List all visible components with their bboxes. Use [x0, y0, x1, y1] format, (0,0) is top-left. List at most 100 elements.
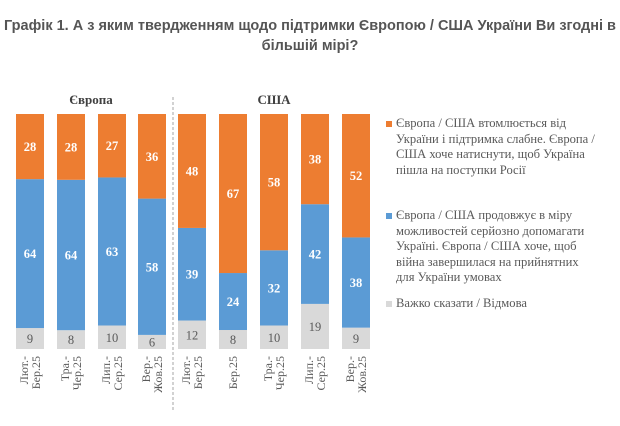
x-tick-label: Лют.-Бер.25	[17, 356, 43, 389]
data-label: 19	[309, 320, 322, 334]
legend-item-support: Європа / США продовжує в міру можливостей…	[386, 208, 618, 286]
chart-title: Графік 1. А з яким твердженням щодо підт…	[0, 16, 620, 56]
data-label: 42	[309, 248, 322, 262]
bar-segment	[98, 177, 126, 326]
legend-label-line: Важко сказати / Відмова	[396, 296, 527, 310]
bar-segment	[16, 179, 44, 329]
data-label: 64	[65, 249, 78, 263]
legend-label-line: війна завершилася на прийнятних	[396, 254, 579, 269]
data-label: 9	[353, 332, 359, 346]
x-tick-label-line: Тра.-	[58, 356, 72, 381]
legend-label-line: пішла на поступки Росії	[396, 162, 526, 177]
legend-label-line: Європа / США втомлюється від	[396, 116, 567, 130]
bar-segment	[342, 237, 370, 328]
bar-segment	[178, 320, 206, 349]
data-label: 39	[186, 268, 199, 282]
x-tick-label: Лют.-Бер.25	[179, 356, 205, 389]
bar-segment	[98, 114, 126, 178]
data-label: 52	[350, 169, 363, 183]
x-tick-label-line: Сер.25	[314, 356, 328, 390]
bar-segment	[260, 250, 288, 326]
x-tick-label-line: Лют.-	[17, 356, 31, 384]
x-tick-label: Лип.-Сер.25	[99, 356, 125, 390]
bar-segment	[57, 179, 85, 331]
x-tick-label-line: Лют.-	[179, 356, 193, 384]
bar-segment	[57, 330, 85, 349]
data-label: 58	[146, 260, 159, 274]
x-tick-label: Тра.-Чер.25	[261, 356, 287, 390]
data-label: 58	[268, 176, 281, 190]
group-label: Європа	[69, 92, 113, 107]
bar-segment	[98, 325, 126, 349]
legend-label-line: Україні. Європа / США хоче, щоб	[396, 239, 577, 253]
chart-title-line: більшій мірі?	[261, 38, 359, 54]
bar-segment	[219, 273, 247, 331]
data-label: 6	[149, 335, 155, 349]
data-label: 32	[268, 281, 281, 295]
legend-label-line: можливостей серйозно допомагати	[396, 223, 585, 238]
legend-label: Європа / США втомлюється від України і пі…	[396, 116, 618, 178]
legend-label: Європа / США продовжує в міру можливостей…	[396, 208, 618, 286]
data-label: 67	[227, 187, 240, 201]
bar-segment	[138, 198, 166, 335]
x-tick-label-line: Чер.25	[70, 356, 84, 390]
x-tick-label: Вер.-Жов.25	[343, 356, 369, 393]
x-tick-label-line: Вер.-	[139, 356, 153, 382]
bar-segment	[219, 114, 247, 274]
x-tick-label-line: Вер.-	[343, 356, 357, 382]
x-tick-label-line: Тра.-	[261, 356, 275, 381]
legend-label-line: Європа / США продовжує в міру	[396, 208, 573, 222]
bar-segment	[260, 325, 288, 349]
x-tick-label: Тра.-Чер.25	[58, 356, 84, 390]
legend-item-pressure: Європа / США втомлюється від України і пі…	[386, 116, 618, 178]
x-tick-label-line: Лип.-	[302, 356, 316, 384]
data-label: 10	[106, 331, 119, 345]
x-tick-label-line: Бер.25	[226, 356, 240, 389]
bar-segment	[342, 114, 370, 238]
legend-marker-grey	[386, 301, 392, 307]
data-label: 28	[24, 140, 37, 154]
data-label: 10	[268, 331, 281, 345]
legend-label-line: США хоче натиснути, щоб Україна	[396, 147, 585, 161]
data-label: 36	[146, 150, 159, 164]
chart-title-line: Графік 1. А з яким твердженням щодо підт…	[4, 18, 616, 34]
x-tick-label-line: Жов.25	[151, 356, 165, 393]
data-label: 27	[106, 139, 119, 153]
legend-marker-blue	[386, 213, 392, 219]
x-tick-label: Лип.-Сер.25	[302, 356, 328, 390]
bar-segment	[301, 204, 329, 304]
legend-marker-orange	[386, 121, 392, 127]
x-tick-label-line: Сер.25	[111, 356, 125, 390]
x-tick-label: Бер.25	[226, 356, 240, 389]
bar-segment	[16, 328, 44, 349]
x-tick-label-line: Чер.25	[273, 356, 287, 390]
x-tick-label-line: Бер.25	[191, 356, 205, 389]
bar-segment	[178, 227, 206, 321]
bar-segment	[138, 114, 166, 199]
legend-item-hard-to-say: Важко сказати / Відмова	[386, 296, 618, 312]
data-label: 24	[227, 295, 240, 309]
data-label: 63	[106, 245, 119, 259]
bar-segment	[178, 114, 206, 228]
bar-segment	[301, 303, 329, 349]
data-label: 8	[68, 333, 74, 347]
legend-label-line: України і підтримка слабне. Європа /	[396, 131, 595, 146]
bar-segment	[260, 114, 288, 251]
bar-segment	[138, 334, 166, 349]
x-tick-label-line: Бер.25	[29, 356, 43, 389]
data-label: 12	[186, 328, 199, 342]
bar-segment	[342, 327, 370, 349]
data-label: 8	[230, 333, 236, 347]
bar-segment	[16, 114, 44, 180]
bar-segment	[57, 114, 85, 180]
data-label: 48	[186, 164, 199, 178]
data-label: 28	[65, 140, 78, 154]
data-label: 64	[24, 247, 37, 261]
group-label: США	[257, 92, 291, 107]
data-label: 38	[309, 153, 322, 167]
bar-segment	[219, 330, 247, 349]
legend-label-line: для України умовах	[396, 270, 502, 284]
x-tick-label: Вер.-Жов.25	[139, 356, 165, 393]
bar-segment	[301, 114, 329, 205]
